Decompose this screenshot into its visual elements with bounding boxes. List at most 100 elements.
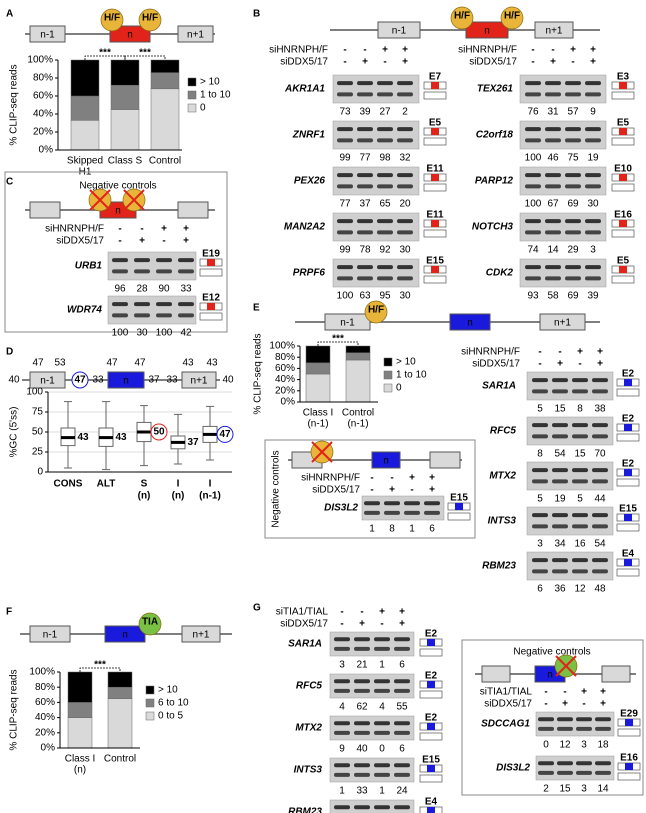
gc-label: 40 — [222, 375, 234, 386]
band — [576, 761, 592, 766]
gene-name: PEX26 — [294, 176, 326, 187]
x-tick-label: Control — [342, 408, 374, 419]
band — [374, 763, 390, 768]
exon — [29, 625, 71, 643]
value-label: 27 — [379, 107, 391, 118]
band — [545, 184, 561, 189]
band — [334, 772, 350, 777]
value-label: 18 — [597, 740, 609, 751]
value-label: 44 — [594, 494, 606, 505]
band — [585, 276, 601, 281]
y-tick-label: 60% — [35, 697, 55, 708]
band — [337, 276, 353, 281]
cross — [123, 189, 145, 211]
legend-label: 6 to 10 — [158, 698, 189, 709]
isoform-skipped — [616, 478, 640, 487]
isoform-exon — [431, 266, 439, 273]
value-label: 3 — [537, 539, 543, 550]
band — [576, 717, 592, 722]
gene-name: RBM23 — [288, 807, 322, 813]
exon — [29, 201, 61, 219]
gene-name: SAR1A — [288, 639, 322, 650]
treatment-sign: - — [380, 619, 383, 630]
value-label: 2 — [402, 107, 408, 118]
band — [112, 258, 128, 263]
band — [565, 92, 581, 97]
isoform-exon — [619, 174, 627, 181]
treatment-sign: + — [139, 236, 145, 247]
value-label: 34 — [554, 539, 566, 550]
value-label: 70 — [594, 449, 606, 460]
gel — [535, 755, 615, 781]
panel-letter: C — [6, 177, 13, 188]
legend-label: 0 to 5 — [158, 711, 183, 722]
value-label: 3 — [339, 660, 345, 671]
gc-label: 47 — [106, 358, 118, 369]
band — [585, 230, 601, 235]
factor — [364, 300, 388, 324]
value-label: 55 — [396, 702, 408, 713]
treatment-sign: - — [544, 687, 547, 698]
exon — [181, 371, 217, 389]
value-label: 100 — [525, 199, 542, 210]
value-label: 1 — [409, 524, 415, 535]
exon — [177, 201, 209, 219]
treatment-sign: + — [161, 224, 167, 235]
band — [377, 81, 393, 86]
isoform-skipped — [423, 91, 447, 100]
gel — [519, 166, 607, 196]
value-label: 77 — [359, 153, 371, 164]
gel — [332, 166, 420, 196]
band — [334, 730, 350, 735]
y-axis-label: %GC (5'ss) — [9, 407, 20, 458]
value-label: 19 — [587, 153, 599, 164]
band — [374, 721, 390, 726]
treatment-sign: + — [600, 699, 606, 710]
band — [565, 219, 581, 224]
band — [354, 646, 370, 651]
band — [364, 510, 380, 515]
gene-name: DIS3L2 — [324, 503, 358, 514]
exon — [371, 451, 401, 469]
gel — [519, 74, 607, 104]
y-tick-label: 80% — [33, 73, 53, 84]
bar-segment — [70, 120, 100, 151]
value-label: 67 — [547, 199, 559, 210]
band — [397, 127, 413, 132]
band — [565, 127, 581, 132]
band — [565, 230, 581, 235]
value-label: 4 — [379, 702, 385, 713]
exon-number: E16 — [620, 753, 638, 764]
band — [134, 313, 150, 318]
x-tick-label: Class I — [303, 408, 334, 419]
panel-title: Negative controls — [79, 181, 156, 192]
treatment-label: siDDX5/17 — [484, 699, 532, 710]
gc-label: 33 — [92, 375, 104, 386]
isoform-skipped — [611, 137, 635, 146]
isoform-skipped — [616, 388, 640, 397]
bar-segment — [150, 59, 180, 73]
significance-label: *** — [139, 48, 151, 59]
factor — [500, 6, 524, 30]
gel — [329, 757, 415, 783]
exon-number: E15 — [426, 256, 444, 267]
gc-label: 47 — [134, 358, 146, 369]
panel-letter: F — [6, 607, 12, 618]
band — [354, 637, 370, 642]
band — [134, 258, 150, 263]
band — [585, 265, 601, 270]
band — [592, 558, 608, 563]
band — [397, 138, 413, 143]
isoform-exon — [625, 719, 633, 726]
exon — [324, 313, 371, 331]
treatment-sign: + — [429, 485, 435, 496]
treatment-sign: + — [399, 607, 405, 618]
gene-name: SAR1A — [482, 381, 516, 392]
band — [112, 269, 128, 274]
legend-swatch — [145, 698, 155, 708]
band — [397, 219, 413, 224]
value-label: 69 — [567, 291, 579, 302]
band — [532, 513, 548, 518]
gel — [329, 673, 415, 699]
value-label: 21 — [356, 660, 368, 671]
